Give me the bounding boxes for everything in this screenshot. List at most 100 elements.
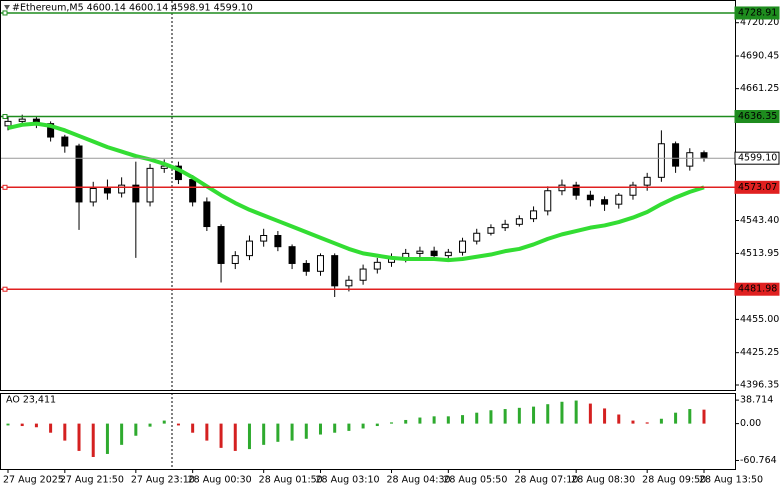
y-tick-label: 38.714 bbox=[740, 395, 773, 406]
y-tick-label: 4513.95 bbox=[740, 248, 779, 259]
ao-bar bbox=[574, 400, 578, 424]
candle-body bbox=[245, 240, 253, 257]
ao-bar bbox=[603, 408, 607, 424]
ao-bar bbox=[176, 423, 180, 426]
y-tick-label: 4425.25 bbox=[740, 347, 779, 358]
ao-bar bbox=[318, 423, 322, 435]
ao-bar bbox=[560, 401, 564, 424]
candle-body bbox=[544, 190, 552, 212]
candle-body bbox=[672, 143, 680, 167]
candle-body bbox=[501, 223, 509, 229]
x-tick-label: 28 Aug 07:10 bbox=[514, 475, 578, 486]
candle-body bbox=[530, 210, 538, 220]
x-tick-label: 27 Aug 2025 bbox=[3, 475, 64, 486]
ao-bar bbox=[77, 423, 81, 451]
price-level-tag bbox=[734, 110, 780, 124]
ao-bar bbox=[148, 423, 152, 427]
price-level-label: 4636.35 bbox=[738, 111, 777, 122]
ao-bar bbox=[120, 423, 124, 445]
ao-bar bbox=[461, 415, 465, 424]
candle-body bbox=[416, 250, 424, 254]
candle-body bbox=[515, 218, 523, 225]
candle-body bbox=[473, 232, 481, 242]
candle-body bbox=[615, 194, 623, 205]
ao-bar bbox=[617, 414, 621, 424]
ao-bar bbox=[233, 423, 237, 451]
candle-body bbox=[359, 268, 367, 281]
candle-body bbox=[316, 255, 324, 272]
ao-bar bbox=[475, 412, 479, 424]
candle-body bbox=[700, 152, 708, 159]
x-tick-label: 28 Aug 09:50 bbox=[642, 475, 706, 486]
ao-bar bbox=[375, 423, 379, 427]
x-tick-label: 27 Aug 21:50 bbox=[60, 475, 124, 486]
candle-body bbox=[430, 250, 438, 257]
ao-bar bbox=[688, 409, 692, 424]
price-level-tag bbox=[734, 180, 780, 194]
candle-body bbox=[217, 226, 225, 264]
price-level-label: 4599.10 bbox=[738, 153, 777, 164]
y-tick-label: 0.00 bbox=[740, 418, 761, 429]
y-tick-label: 4396.35 bbox=[740, 380, 779, 391]
ao-bar bbox=[546, 404, 550, 424]
ao-bar bbox=[20, 423, 24, 427]
ao-bar bbox=[34, 423, 38, 428]
x-tick-label: 28 Aug 04:30 bbox=[387, 475, 451, 486]
ao-bar bbox=[361, 423, 365, 429]
x-tick-label: 27 Aug 23:10 bbox=[131, 475, 195, 486]
x-tick-label: 28 Aug 01:50 bbox=[259, 475, 323, 486]
y-tick-label: 4690.45 bbox=[740, 50, 779, 61]
candle-body bbox=[75, 145, 83, 203]
candle-body bbox=[373, 261, 381, 270]
ao-bar bbox=[63, 423, 67, 441]
candle-body bbox=[18, 118, 26, 122]
ao-bar bbox=[659, 418, 663, 424]
candle-body bbox=[203, 201, 211, 228]
candle-body bbox=[345, 279, 353, 287]
candle-body bbox=[657, 143, 665, 178]
level-handle bbox=[2, 184, 8, 190]
ao-bar bbox=[418, 417, 422, 424]
symbol-icon bbox=[4, 5, 10, 10]
candle-body bbox=[61, 136, 69, 147]
moving-average bbox=[7, 121, 705, 263]
ao-bar bbox=[588, 403, 592, 424]
y-tick-label: 4455.00 bbox=[740, 314, 779, 325]
candle-body bbox=[629, 184, 637, 196]
chart-title: #Ethereum,M5 4600.14 4600.14 4598.91 459… bbox=[12, 3, 253, 14]
price-level-label: 4481.98 bbox=[738, 284, 777, 295]
ao-bar bbox=[517, 407, 521, 424]
ao-bar bbox=[503, 409, 507, 424]
x-tick-label: 28 Aug 00:30 bbox=[188, 475, 252, 486]
y-tick-label: 4661.25 bbox=[740, 83, 779, 94]
ao-bar bbox=[532, 406, 536, 424]
price-level-label: 4573.07 bbox=[738, 182, 777, 193]
ao-bar bbox=[347, 423, 351, 431]
y-tick-label: 4543.40 bbox=[740, 215, 779, 226]
ao-bar bbox=[162, 420, 166, 424]
level-handle bbox=[2, 286, 8, 292]
x-tick-label: 28 Aug 03:10 bbox=[315, 475, 379, 486]
candle-body bbox=[160, 165, 168, 169]
level-handle bbox=[2, 10, 8, 16]
ao-bar bbox=[489, 410, 493, 424]
candle-body bbox=[118, 184, 126, 194]
ao-bar bbox=[276, 423, 280, 442]
candle-body bbox=[302, 262, 310, 272]
candle-body bbox=[132, 184, 140, 203]
candle-body bbox=[643, 176, 651, 186]
ao-title: AO 23,411 bbox=[6, 395, 56, 406]
candle-body bbox=[47, 123, 55, 138]
price-level-tag bbox=[734, 282, 780, 296]
price-level-tag bbox=[734, 151, 780, 165]
main-frame bbox=[0, 0, 736, 391]
ao-bar bbox=[304, 423, 308, 439]
y-tick-label: 4720.20 bbox=[740, 17, 779, 28]
candle-body bbox=[459, 240, 467, 253]
price-level-label: 4728.91 bbox=[738, 7, 777, 18]
candle-body bbox=[146, 167, 154, 203]
ao-bar bbox=[674, 412, 678, 424]
ao-bar bbox=[91, 423, 95, 457]
ao-bar bbox=[702, 409, 706, 424]
price-level-tag bbox=[734, 6, 780, 20]
